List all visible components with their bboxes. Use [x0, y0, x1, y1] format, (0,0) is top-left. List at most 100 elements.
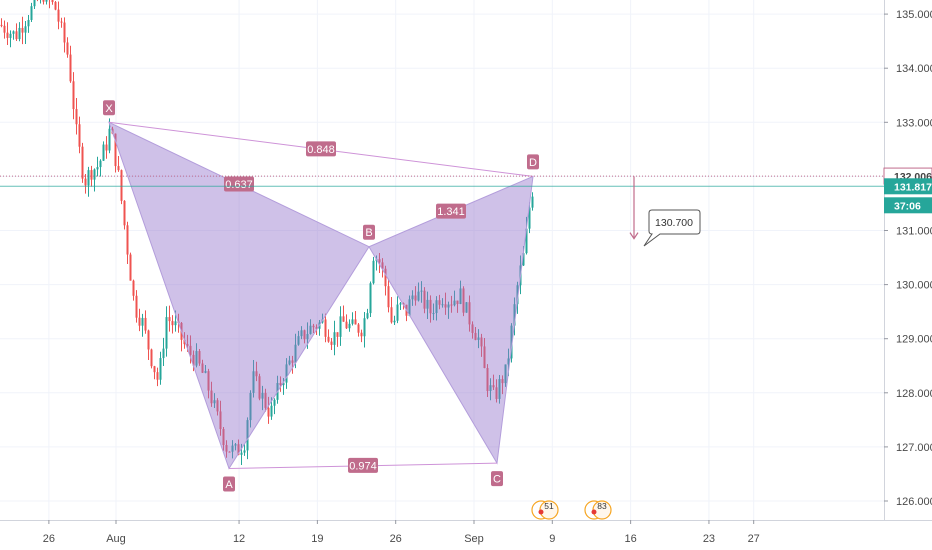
candle-body: [78, 124, 81, 147]
candle-body: [492, 385, 495, 388]
candle-body: [279, 382, 282, 386]
candle-body: [135, 295, 138, 318]
candle: [40, 0, 41, 4]
candle: [291, 355, 294, 374]
candle-body: [99, 160, 102, 168]
candle: [345, 314, 348, 329]
candle: [525, 216, 528, 255]
candle: [360, 329, 363, 343]
ratio-label-text: 0.974: [349, 460, 377, 472]
candle: [72, 72, 75, 120]
candle-body: [222, 428, 225, 446]
candle: [351, 312, 354, 326]
candle-body: [168, 317, 171, 322]
candle-body: [225, 445, 228, 452]
candle: [120, 169, 123, 205]
candle-body: [453, 300, 456, 306]
candle-body: [339, 316, 342, 337]
candle: [471, 321, 474, 339]
candle: [468, 295, 471, 332]
candle: [90, 165, 93, 187]
event-marker[interactable]: 83: [584, 500, 612, 520]
candle-body: [42, 0, 45, 2]
candle-body: [348, 323, 351, 329]
candle-body: [351, 319, 354, 324]
candle-body: [30, 6, 33, 20]
candle: [465, 302, 468, 313]
candle: [132, 279, 135, 301]
candle: [258, 373, 261, 401]
candle: [489, 378, 492, 401]
event-marker[interactable]: 51: [531, 500, 559, 520]
candle-body: [231, 445, 234, 452]
price-axis-bg: [884, 0, 932, 550]
candle-body: [396, 304, 399, 321]
candle: [105, 136, 108, 159]
candle: [15, 23, 18, 41]
target-callout[interactable]: 130.700: [643, 209, 701, 247]
candle-body: [423, 290, 426, 309]
candle-body: [297, 336, 300, 345]
time-tick-label: Sep: [464, 533, 484, 545]
candle: [49, 0, 50, 9]
candle: [219, 400, 222, 436]
time-tick-label: 9: [549, 533, 555, 545]
candle-body: [132, 280, 135, 296]
candle-body: [240, 452, 243, 455]
candle: [288, 355, 291, 366]
candle: [330, 337, 333, 351]
ratio-label: 0.637: [224, 176, 254, 192]
candle-body: [228, 451, 231, 453]
candle-body: [9, 33, 12, 38]
candle: [513, 297, 516, 336]
candle: [228, 451, 231, 453]
candle: [264, 388, 267, 412]
candle: [381, 258, 384, 278]
candle: [156, 367, 159, 387]
candle-body: [372, 260, 375, 284]
candle-body: [0, 24, 3, 26]
candle: [6, 22, 9, 45]
candle: [372, 256, 375, 285]
candle-body: [120, 170, 123, 201]
candle: [150, 348, 153, 369]
time-tick-label: 27: [748, 533, 760, 545]
candle-body: [483, 346, 486, 369]
candle: [474, 327, 477, 341]
price-tick-label: 134.000: [896, 63, 932, 75]
candle-body: [264, 392, 267, 408]
candle-body: [207, 371, 210, 391]
candle-body: [174, 321, 177, 326]
bcd-triangle: [368, 175, 534, 465]
time-axis[interactable]: 26 Aug 12 19 26 Sep 9 16 23 27: [0, 520, 932, 550]
candle: [102, 141, 105, 162]
candle: [201, 359, 204, 374]
candle: [417, 282, 420, 302]
candle: [285, 358, 288, 389]
event-marker-dot: [591, 509, 597, 515]
candle-body: [507, 358, 510, 365]
candle: [255, 361, 258, 382]
candle-body: [204, 371, 207, 373]
candle: [354, 310, 357, 325]
candle-body: [159, 358, 162, 380]
candle: [216, 398, 219, 416]
candle-body: [486, 368, 489, 392]
candle-body: [105, 144, 108, 151]
candle: [210, 381, 213, 407]
candle: [333, 320, 336, 356]
price-axis[interactable]: 126.000 127.000 128.000 129.000 130.000 131.0…: [883, 0, 932, 550]
candle-body: [72, 81, 75, 110]
candle: [261, 385, 264, 411]
candle: [453, 290, 456, 307]
candle: [57, 1, 60, 30]
candle-body: [198, 351, 201, 364]
time-tick-label: 16: [625, 533, 637, 545]
point-label-d: D: [527, 154, 539, 170]
ratio-label-text: 0.848: [307, 144, 335, 156]
point-label-bg: [527, 154, 539, 170]
candle-body: [27, 19, 30, 27]
candle: [12, 30, 15, 40]
